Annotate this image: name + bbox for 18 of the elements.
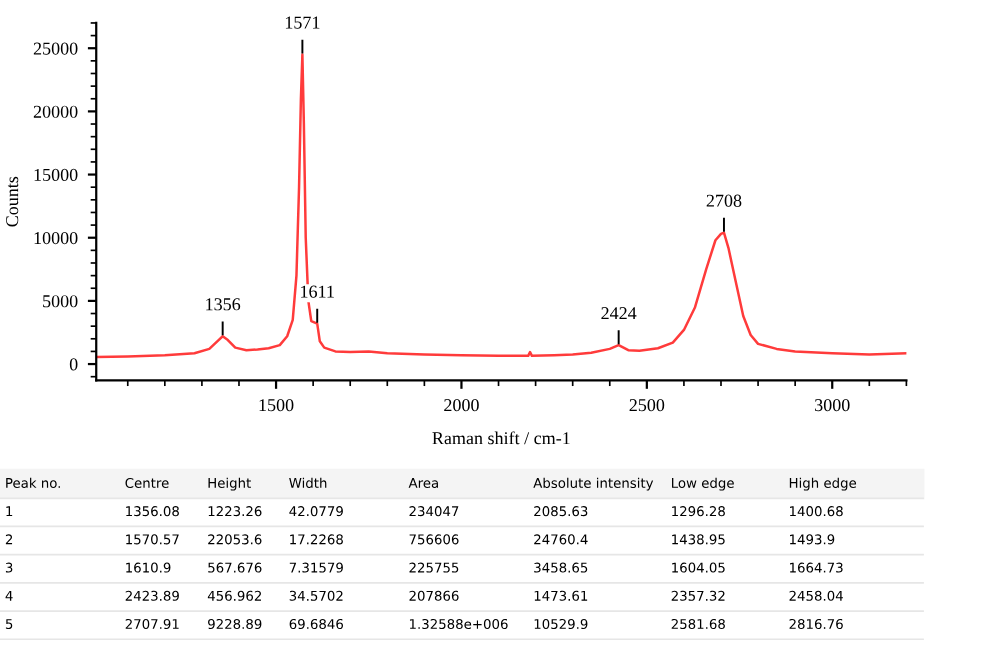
annotation: 1356 bbox=[206, 298, 241, 311]
y-tick-label: 0 bbox=[69, 358, 78, 371]
annotation: 2424 bbox=[601, 307, 637, 320]
y-tick-label: 20000 bbox=[33, 105, 78, 118]
y-tick-label: 10000 bbox=[34, 231, 78, 245]
y-axis-title: Counts bbox=[6, 176, 19, 227]
x-axis-title: Raman shift / cm-1 bbox=[432, 431, 570, 445]
y-tick-label: 25000 bbox=[33, 42, 78, 55]
y-tick-label: 5000 bbox=[43, 295, 78, 308]
annotation: 1571 bbox=[285, 16, 320, 29]
x-tick-label: 1500 bbox=[259, 399, 294, 412]
y-tick-label: 15000 bbox=[34, 168, 78, 181]
x-tick-label: 2000 bbox=[444, 399, 479, 412]
line-series bbox=[96, 53, 907, 359]
annotation: 2708 bbox=[706, 194, 742, 207]
x-tick-label: 2500 bbox=[629, 399, 665, 412]
x-tick-label: 3000 bbox=[815, 399, 850, 412]
annotation: 1611 bbox=[301, 285, 334, 298]
